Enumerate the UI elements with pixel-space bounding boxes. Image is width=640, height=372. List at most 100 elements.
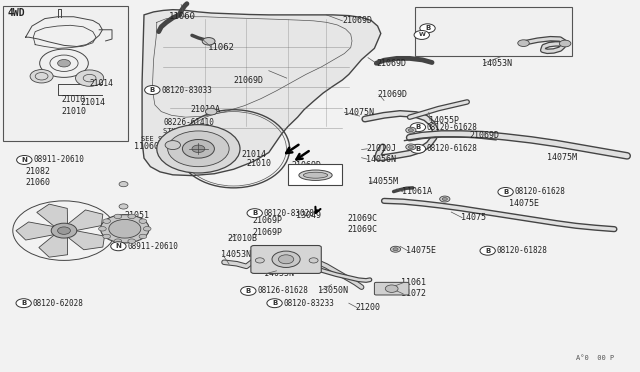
Text: 14053N: 14053N	[221, 250, 251, 259]
Text: B: B	[150, 87, 155, 93]
Text: B: B	[425, 25, 430, 31]
Circle shape	[114, 214, 122, 219]
Text: 21069C: 21069C	[348, 225, 378, 234]
Circle shape	[205, 108, 217, 115]
Text: 11072: 11072	[401, 289, 426, 298]
Text: 21069D: 21069D	[469, 131, 499, 140]
Circle shape	[442, 198, 447, 201]
Text: B: B	[415, 124, 420, 130]
Text: 08915-14010: 08915-14010	[431, 31, 481, 39]
Circle shape	[192, 145, 205, 153]
Text: 21060: 21060	[26, 178, 51, 187]
Circle shape	[408, 129, 413, 132]
Circle shape	[109, 219, 141, 238]
Circle shape	[559, 40, 571, 47]
Circle shape	[241, 286, 256, 295]
Circle shape	[128, 214, 136, 219]
Circle shape	[267, 299, 282, 308]
Text: B: B	[415, 146, 420, 152]
Text: 21014: 21014	[298, 175, 321, 184]
Text: 21010B: 21010B	[227, 234, 257, 243]
Text: 21069P: 21069P	[253, 228, 283, 237]
Text: 21069D: 21069D	[342, 16, 372, 25]
Text: 08120-83028: 08120-83028	[264, 209, 314, 218]
Circle shape	[168, 131, 229, 167]
Text: 21069D: 21069D	[291, 161, 321, 170]
Bar	[415, 7, 572, 56]
Circle shape	[272, 251, 300, 267]
Text: 14055N: 14055N	[264, 269, 294, 278]
Ellipse shape	[303, 172, 328, 178]
Polygon shape	[36, 204, 68, 227]
Text: 08911-20610: 08911-20610	[33, 155, 84, 164]
Text: 08915-14010: 08915-14010	[431, 31, 481, 39]
Text: SEE SEC.117: SEE SEC.117	[141, 136, 188, 142]
Circle shape	[119, 204, 128, 209]
Circle shape	[440, 196, 450, 202]
Text: STUD スタッド: STUD スタッド	[163, 127, 202, 134]
Text: 08120-83233: 08120-83233	[284, 299, 334, 308]
Circle shape	[420, 24, 435, 33]
Circle shape	[100, 215, 149, 243]
FancyBboxPatch shape	[251, 246, 321, 273]
Circle shape	[157, 125, 240, 173]
Text: 14075E: 14075E	[406, 246, 436, 255]
Text: 08121-01610: 08121-01610	[431, 18, 481, 27]
Text: 21010J: 21010J	[366, 144, 396, 153]
Circle shape	[119, 182, 128, 187]
Text: 08120-62028: 08120-62028	[33, 299, 83, 308]
Circle shape	[278, 255, 294, 264]
Text: 11062: 11062	[208, 43, 235, 52]
Text: 21200: 21200	[355, 303, 380, 312]
Text: N: N	[115, 243, 122, 249]
Text: 21069P: 21069P	[253, 217, 283, 225]
Text: 14075E: 14075E	[509, 199, 539, 208]
Circle shape	[17, 155, 32, 164]
Circle shape	[408, 145, 413, 148]
Text: 08120-61828: 08120-61828	[497, 246, 547, 255]
Text: 21014: 21014	[80, 98, 106, 107]
Text: 14056N: 14056N	[366, 155, 396, 164]
Circle shape	[255, 258, 264, 263]
Circle shape	[393, 248, 398, 251]
Text: 21010: 21010	[61, 107, 86, 116]
Circle shape	[410, 144, 426, 153]
Text: DP·HD+VT: DP·HD+VT	[421, 7, 461, 16]
Polygon shape	[68, 231, 104, 250]
Circle shape	[111, 242, 126, 251]
Circle shape	[182, 140, 214, 158]
Text: 21010: 21010	[246, 159, 271, 168]
Text: 21069D: 21069D	[378, 90, 408, 99]
Polygon shape	[16, 222, 54, 240]
Text: 08226-61410: 08226-61410	[163, 118, 214, 126]
Circle shape	[30, 70, 53, 83]
Text: B: B	[485, 248, 490, 254]
Text: C0487-: C0487-	[298, 167, 325, 176]
Circle shape	[410, 123, 426, 132]
Circle shape	[145, 86, 160, 94]
Text: 14075N: 14075N	[344, 108, 374, 117]
Text: 21082: 21082	[26, 167, 51, 176]
Text: 4WD: 4WD	[8, 8, 26, 18]
Text: 21051: 21051	[125, 211, 150, 220]
Text: 21069D: 21069D	[234, 76, 264, 85]
Text: 08121-01610: 08121-01610	[436, 24, 487, 33]
Text: 14055M: 14055M	[368, 177, 398, 186]
Text: B: B	[21, 300, 26, 306]
Text: B: B	[272, 300, 277, 306]
Bar	[288, 164, 342, 185]
Text: 14075: 14075	[461, 213, 486, 222]
Text: 14053N: 14053N	[482, 59, 512, 68]
Circle shape	[99, 227, 106, 231]
Text: 08120-61628: 08120-61628	[515, 187, 565, 196]
Circle shape	[58, 60, 70, 67]
Circle shape	[16, 299, 31, 308]
Text: 08126-81628: 08126-81628	[257, 286, 308, 295]
Circle shape	[114, 239, 122, 243]
Text: 21060D: 21060D	[106, 221, 136, 230]
Circle shape	[390, 246, 401, 252]
Text: 08120-61628: 08120-61628	[427, 144, 477, 153]
Text: 08120-61628: 08120-61628	[427, 123, 477, 132]
Circle shape	[414, 31, 429, 39]
Circle shape	[139, 219, 147, 223]
